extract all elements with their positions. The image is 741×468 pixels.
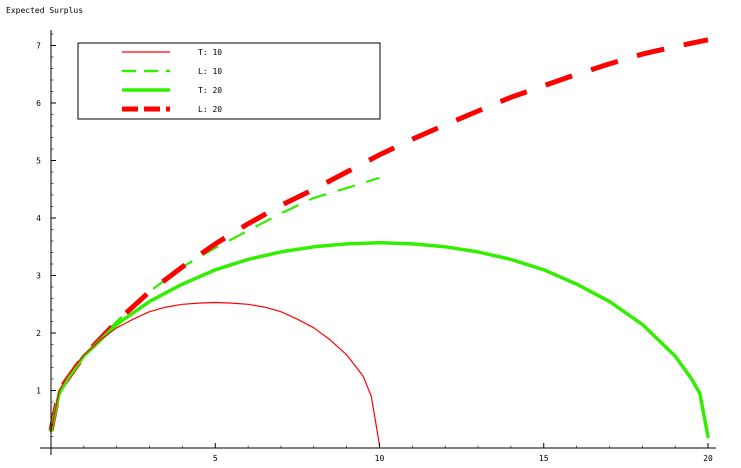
x-tick-label: 10 — [375, 454, 385, 463]
legend-label: L: 10 — [198, 67, 222, 76]
y-axis-title: Expected Surplus — [6, 6, 83, 15]
legend-label: T: 10 — [198, 48, 222, 57]
plot-series-group — [48, 37, 710, 446]
y-tick-label: 2 — [36, 329, 41, 338]
legend-box — [77, 42, 381, 120]
y-tick-label: 3 — [36, 272, 41, 281]
x-tick-label: 15 — [539, 454, 549, 463]
y-tick-label: 4 — [36, 214, 41, 223]
series-line-3 — [49, 240, 710, 439]
x-axis-ticks: 5 10 15 20 — [83, 443, 713, 463]
y-axis-ticks: 1 2 3 4 5 6 7 — [36, 33, 56, 437]
x-tick-label: 20 — [703, 454, 713, 463]
y-tick-label: 1 — [36, 387, 41, 396]
legend-label: T: 20 — [198, 86, 222, 95]
y-tick-label: 7 — [36, 42, 41, 51]
y-tick-label: 6 — [36, 99, 41, 108]
legend: T: 10 L: 10 T: 20 L: 20 — [77, 42, 381, 120]
x-tick-label: 5 — [213, 454, 218, 463]
legend-label: L: 20 — [198, 105, 222, 114]
y-tick-label: 5 — [36, 157, 41, 166]
series-line-2 — [49, 176, 380, 432]
series-line-1 — [50, 301, 381, 446]
